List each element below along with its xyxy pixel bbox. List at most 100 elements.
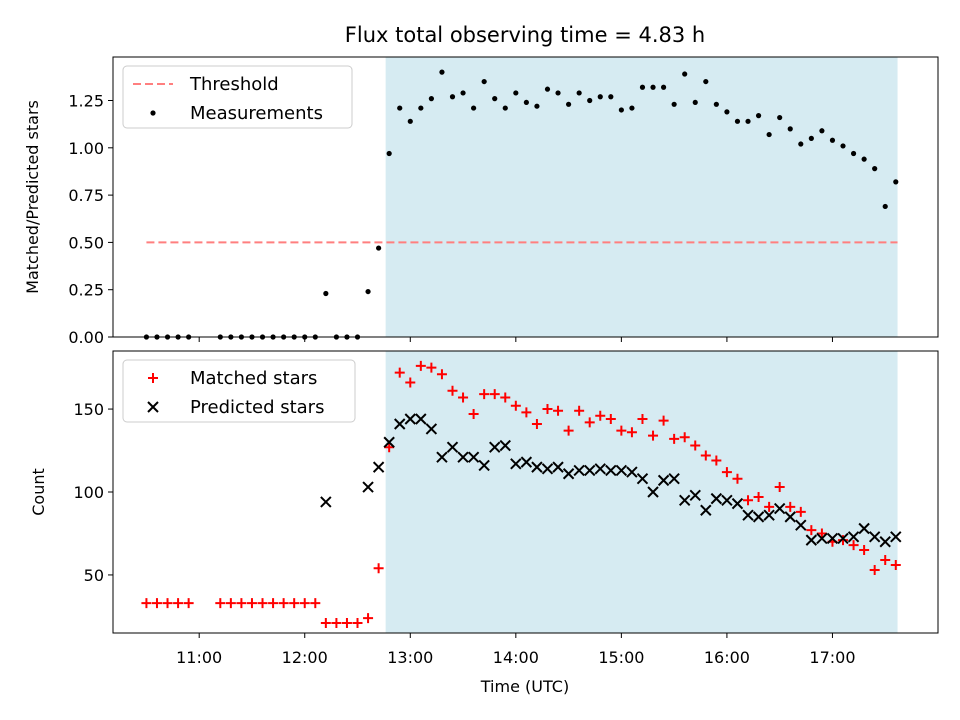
data-point xyxy=(660,84,667,90)
data-point xyxy=(732,473,743,484)
data-point xyxy=(616,425,627,436)
data-point xyxy=(352,618,363,629)
data-point xyxy=(837,532,849,545)
data-point xyxy=(774,482,785,493)
data-point xyxy=(764,501,775,512)
x-tick-label: 14:00 xyxy=(493,648,539,667)
data-point xyxy=(394,367,405,378)
data-point xyxy=(151,598,162,609)
data-point xyxy=(605,464,617,477)
data-point xyxy=(457,451,469,463)
data-point xyxy=(777,114,783,121)
data-point xyxy=(394,418,406,430)
legend-label: Measurements xyxy=(190,103,323,124)
data-point xyxy=(446,441,459,453)
data-point xyxy=(745,118,751,124)
data-point xyxy=(594,463,606,475)
legend-box xyxy=(122,359,356,423)
data-point xyxy=(700,504,712,516)
x-tick-label: 15:00 xyxy=(598,648,644,667)
x-tick-label: 13:00 xyxy=(387,648,433,667)
data-point xyxy=(618,107,624,113)
data-point xyxy=(668,473,680,485)
observing-window-shade-bottom xyxy=(385,351,898,633)
data-point xyxy=(502,105,508,111)
data-point xyxy=(521,407,532,418)
data-point xyxy=(299,598,310,609)
data-point xyxy=(458,392,469,403)
data-point xyxy=(755,113,762,119)
data-point xyxy=(763,509,775,521)
data-point xyxy=(872,166,878,172)
data-point xyxy=(268,598,279,609)
legend-label: Matched stars xyxy=(190,368,317,389)
data-point xyxy=(798,141,804,147)
data-point xyxy=(615,464,628,477)
data-point xyxy=(426,362,437,373)
data-point xyxy=(731,497,744,510)
data-point xyxy=(671,101,677,107)
data-point xyxy=(826,532,839,545)
data-point xyxy=(689,489,701,502)
data-point xyxy=(141,598,152,609)
data-point xyxy=(584,417,595,428)
data-point xyxy=(890,531,902,543)
data-point xyxy=(499,439,511,452)
data-point xyxy=(647,486,659,498)
data-point xyxy=(766,131,772,138)
data-point xyxy=(520,456,533,468)
legend-label: Predicted stars xyxy=(190,397,324,418)
y-tick-label: 0.25 xyxy=(68,281,104,300)
data-point xyxy=(869,564,880,575)
data-point xyxy=(711,455,722,466)
data-point xyxy=(808,135,814,141)
data-point xyxy=(890,559,901,570)
y-tick-label: 0.00 xyxy=(68,328,104,347)
data-point xyxy=(773,502,786,515)
data-point xyxy=(626,466,638,478)
data-point xyxy=(386,150,392,157)
data-point xyxy=(648,430,659,441)
data-point xyxy=(678,494,691,507)
data-point xyxy=(700,450,711,461)
data-point xyxy=(492,96,498,102)
y-tick-label: 0.50 xyxy=(68,233,104,252)
legend-dot-swatch xyxy=(150,110,156,116)
data-point xyxy=(428,96,434,102)
data-point xyxy=(436,451,448,463)
data-point xyxy=(734,118,741,124)
data-point xyxy=(439,69,445,75)
data-point xyxy=(373,563,384,574)
data-point xyxy=(743,495,754,506)
data-point xyxy=(562,468,575,480)
data-point xyxy=(363,613,374,624)
data-point xyxy=(703,78,709,85)
x-tick-label: 11:00 xyxy=(176,648,222,667)
data-point xyxy=(574,405,585,416)
data-point xyxy=(489,441,501,453)
data-point xyxy=(510,400,521,411)
data-point xyxy=(372,461,385,473)
data-point xyxy=(513,90,519,96)
data-point xyxy=(544,86,551,92)
x-tick-label: 17:00 xyxy=(809,648,855,667)
data-point xyxy=(576,90,582,96)
data-point xyxy=(489,389,500,400)
data-point xyxy=(323,290,329,297)
data-point xyxy=(341,618,352,629)
data-point xyxy=(478,459,490,472)
data-point xyxy=(636,473,649,485)
legend-box xyxy=(122,65,353,129)
ratio-panel-frame xyxy=(112,56,939,338)
data-point xyxy=(785,501,796,512)
data-point xyxy=(246,598,257,609)
count-y-axis-label: Count xyxy=(29,468,48,516)
data-point xyxy=(583,464,596,477)
legend-label: Threshold xyxy=(189,74,279,95)
series-matched-stars xyxy=(141,360,901,629)
x-axis-label: Time (UTC) xyxy=(480,677,569,696)
data-point xyxy=(415,413,427,425)
data-point xyxy=(541,463,554,475)
data-point xyxy=(468,409,479,420)
data-point xyxy=(753,491,764,502)
